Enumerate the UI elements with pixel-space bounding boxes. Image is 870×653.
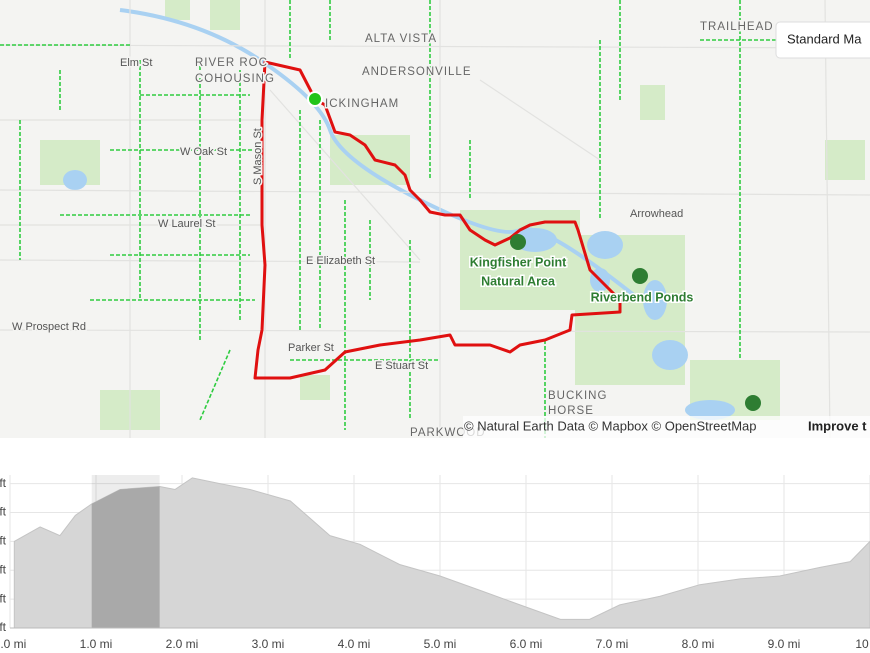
- park-label: Kingfisher Point: [470, 255, 567, 269]
- street-label: W Prospect Rd: [12, 321, 86, 333]
- y-tick-label: 4990 ft: [0, 534, 7, 548]
- y-tick-label: 4980 ft: [0, 562, 7, 576]
- x-tick-label: 9.0 mi: [768, 637, 801, 651]
- street-label: S Mason St: [252, 128, 264, 185]
- map-style-label[interactable]: Standard Ma: [787, 31, 862, 46]
- highlight-area: [91, 486, 160, 628]
- area-label: BUCKING: [548, 390, 607, 402]
- area-label: RIVER ROC: [195, 57, 268, 69]
- x-tick-label: 1.0 mi: [80, 637, 113, 651]
- y-tick-label: 5010 ft: [0, 476, 7, 490]
- area-label: COHOUSING: [195, 73, 275, 85]
- park-label: Riverbend Ponds: [591, 290, 694, 304]
- place-label: Arrowhead: [630, 208, 683, 220]
- elevation-chart: 4960 ft 4970 ft 4980 ft 4990 ft 5000 ft 5010 …: [0, 475, 870, 651]
- area-label: ANDERSONVILLE: [362, 66, 472, 78]
- street-label: E Stuart St: [375, 360, 428, 372]
- improve-link[interactable]: Improve t: [808, 418, 867, 433]
- x-tick-label: 7.0 mi: [596, 637, 629, 651]
- area-label: ALTA VISTA: [365, 33, 437, 45]
- route-start: [307, 91, 323, 107]
- park-label: Natural Area: [481, 274, 556, 288]
- trails: [0, 0, 870, 438]
- street-label: E Elizabeth St: [306, 255, 375, 267]
- area-label: HORSE: [548, 405, 594, 417]
- area-label: ICKINGHAM: [325, 98, 399, 110]
- street-label: Parker St: [288, 342, 334, 354]
- attribution: © Natural Earth Data © Mapbox © OpenStre…: [464, 418, 756, 433]
- elevation-area: [13, 477, 870, 629]
- x-tick-label: 5.0 mi: [424, 637, 457, 651]
- area-label: TRAILHEAD: [700, 21, 774, 33]
- x-tick-label: 4.0 mi: [338, 637, 371, 651]
- street-label: W Oak St: [180, 146, 227, 158]
- x-tick-label: 0.0 mi: [0, 637, 26, 651]
- route: [253, 60, 622, 380]
- x-tick-label: 10 mi: [855, 637, 870, 651]
- street-label: Elm St: [120, 57, 152, 69]
- map[interactable]: Elm St RIVER ROC COHOUSING ALTA VISTA AN…: [0, 0, 870, 438]
- street-label: W Laurel St: [158, 218, 215, 230]
- x-tick-label: 2.0 mi: [166, 637, 199, 651]
- map-style-button[interactable]: [775, 21, 870, 59]
- park-icons: [510, 234, 761, 411]
- y-tick-label: 5000 ft: [0, 505, 7, 519]
- y-tick-label: 4970 ft: [0, 591, 7, 605]
- x-tick-label: 8.0 mi: [682, 637, 715, 651]
- x-tick-label: 6.0 mi: [510, 637, 543, 651]
- x-tick-label: 3.0 mi: [252, 637, 285, 651]
- y-tick-label: 4960 ft: [0, 620, 7, 634]
- attribution-bg: [463, 416, 870, 438]
